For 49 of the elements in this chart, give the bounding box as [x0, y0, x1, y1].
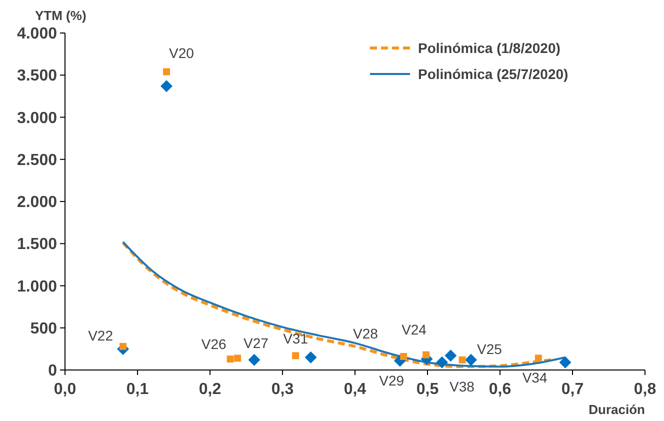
point	[304, 351, 317, 364]
point	[465, 354, 477, 366]
annotation: V34	[522, 369, 548, 386]
point	[458, 356, 466, 364]
y-tick-label: 3.000	[16, 110, 58, 127]
point	[559, 356, 572, 368]
point	[292, 352, 300, 360]
y-tick-label: 0	[48, 362, 58, 380]
point	[444, 350, 457, 362]
point	[120, 342, 126, 350]
y-tick-label: 1.000	[16, 278, 58, 296]
y-tick-label: 500	[30, 320, 58, 338]
point	[226, 356, 234, 363]
annotation: V31	[283, 330, 308, 347]
x-tick-label: 0,1	[126, 381, 149, 398]
point	[436, 356, 448, 368]
x-tick-label: 0,6	[488, 381, 512, 398]
x-tick-label: 0,0	[54, 381, 76, 398]
annotation: V28	[353, 326, 378, 342]
legend-label: Polinómica (25/7/2020)	[418, 66, 568, 82]
y-tick-label: 2.500	[16, 152, 58, 169]
annotation: V38	[450, 378, 475, 394]
x-tick-label: 0,4	[344, 381, 366, 398]
x-tick-label: 0,5	[416, 381, 439, 398]
y-tick-label: 1.500	[16, 236, 58, 254]
annotation: V25	[477, 340, 502, 357]
x-tick-label: 0,8	[634, 381, 656, 398]
point	[248, 354, 260, 366]
y-tick-label: 4.000	[16, 26, 58, 43]
x-tick-label: 0,3	[271, 381, 294, 398]
y-tick-label: 2.000	[16, 194, 58, 212]
x-tick-label: 0,2	[198, 381, 222, 398]
annotation: V20	[169, 44, 194, 61]
point	[234, 354, 242, 362]
point	[163, 68, 170, 76]
x-axis-title: Duración	[588, 402, 646, 417]
y-axis-title: YTM (%)	[35, 8, 86, 23]
point	[422, 351, 430, 358]
point	[534, 354, 542, 362]
legend-label: Polinómica (1/8/2020)	[418, 40, 560, 56]
point	[160, 80, 172, 92]
y-tick-label: 3.500	[16, 68, 58, 85]
annotation: V26	[201, 336, 226, 352]
point	[400, 353, 408, 360]
annotation: V29	[379, 372, 404, 389]
annotation: V24	[402, 322, 427, 338]
annotation: V27	[244, 335, 269, 352]
x-tick-label: 0,7	[561, 381, 584, 398]
annotation: V22	[88, 327, 114, 344]
